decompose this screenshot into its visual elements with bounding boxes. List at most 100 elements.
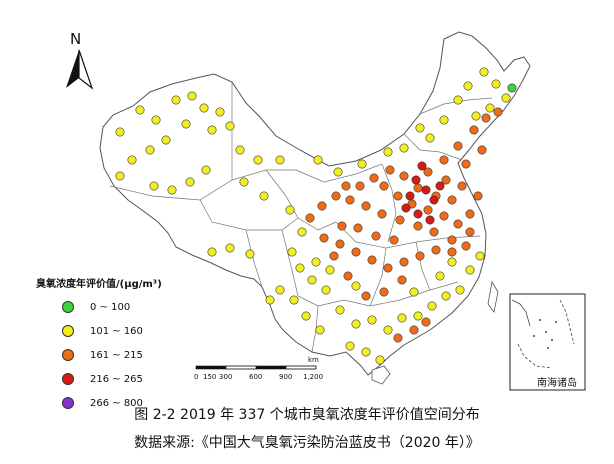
city-marker	[181, 119, 191, 129]
city-marker	[305, 213, 315, 223]
city-marker	[393, 333, 403, 343]
data-source-caption: 数据来源:《中国大气臭氧污染防治蓝皮书（2020 年）》	[134, 435, 480, 451]
city-marker	[321, 285, 331, 295]
city-marker	[447, 257, 457, 267]
scale-bar	[195, 365, 317, 370]
city-marker	[253, 155, 263, 165]
city-marker	[371, 231, 381, 241]
city-marker	[383, 263, 393, 273]
city-marker	[507, 83, 517, 93]
city-marker	[435, 271, 445, 281]
city-marker	[135, 105, 145, 115]
city-marker	[367, 315, 377, 325]
city-marker	[185, 177, 195, 187]
city-marker	[287, 247, 297, 257]
legend-title: 臭氧浓度年评价值/(μg/m³)	[36, 279, 162, 290]
city-markers	[115, 67, 517, 365]
city-marker	[343, 271, 353, 281]
scale-tick: 1,200	[303, 373, 324, 381]
city-marker	[351, 281, 361, 291]
city-marker	[167, 185, 177, 195]
city-marker	[501, 93, 511, 103]
city-marker	[149, 181, 159, 191]
city-marker	[493, 107, 503, 117]
city-marker	[335, 305, 345, 315]
city-marker	[207, 125, 217, 135]
city-marker	[383, 147, 393, 157]
city-marker	[491, 79, 501, 89]
city-marker	[423, 167, 433, 177]
legend-label: 101 ~ 160	[90, 325, 143, 337]
south-china-sea-inset	[509, 293, 586, 391]
city-marker	[379, 181, 389, 191]
city-marker	[473, 191, 483, 201]
city-marker	[161, 135, 171, 145]
legend-item: 216 ~ 265	[62, 367, 143, 391]
city-marker	[439, 115, 449, 125]
city-marker	[171, 95, 181, 105]
city-marker	[469, 125, 479, 135]
city-marker	[481, 113, 491, 123]
city-marker	[245, 249, 255, 259]
city-marker	[295, 263, 305, 273]
city-marker	[311, 257, 321, 267]
city-marker	[201, 165, 211, 175]
city-marker	[415, 251, 425, 261]
china-ozone-map	[66, 31, 586, 391]
city-marker	[361, 291, 371, 301]
city-marker	[369, 173, 379, 183]
city-marker	[357, 159, 367, 169]
city-marker	[429, 195, 439, 205]
city-marker	[413, 311, 423, 321]
scale-unit: km	[308, 356, 319, 364]
city-marker	[393, 191, 403, 201]
inset-label: 南海诸岛	[537, 378, 577, 389]
city-marker	[423, 205, 433, 215]
city-marker	[341, 181, 351, 191]
city-marker	[447, 195, 457, 205]
city-marker	[151, 115, 161, 125]
city-marker	[453, 219, 463, 229]
city-marker	[239, 177, 249, 187]
city-marker	[465, 209, 475, 219]
city-marker	[377, 209, 387, 219]
city-marker	[351, 247, 361, 257]
city-marker	[259, 191, 269, 201]
city-marker	[265, 295, 275, 305]
city-marker	[397, 313, 407, 323]
legend-label: 266 ~ 800	[90, 397, 143, 409]
city-marker	[285, 205, 295, 215]
city-marker	[127, 155, 137, 165]
legend-label: 0 ~ 100	[90, 301, 131, 313]
city-marker	[207, 247, 217, 257]
scale-tick: 150	[203, 373, 217, 381]
city-marker	[447, 235, 457, 245]
city-marker	[479, 67, 489, 77]
city-marker	[307, 275, 317, 285]
city-marker	[355, 181, 365, 191]
scale-tick: 300	[219, 373, 233, 381]
city-marker	[325, 265, 335, 275]
city-marker	[317, 201, 327, 211]
city-marker	[335, 239, 345, 249]
city-marker	[301, 311, 311, 321]
legend-swatch-4	[62, 397, 74, 409]
legend-swatch-1	[62, 325, 74, 337]
legend-label: 216 ~ 265	[90, 373, 143, 385]
scale-tick: 600	[249, 373, 263, 381]
city-marker	[429, 227, 439, 237]
city-marker	[399, 171, 409, 181]
city-marker	[401, 203, 411, 213]
legend-swatch-2	[62, 349, 74, 361]
city-marker	[441, 291, 451, 301]
city-marker	[337, 221, 347, 231]
legend-item: 0 ~ 100	[62, 295, 143, 319]
city-marker	[427, 301, 437, 311]
city-marker	[235, 145, 245, 155]
city-marker	[461, 159, 471, 169]
city-marker	[225, 243, 235, 253]
legend-swatch-3	[62, 373, 74, 385]
scale-tick: 0	[194, 373, 199, 381]
city-marker	[345, 195, 355, 205]
city-marker	[333, 167, 343, 177]
